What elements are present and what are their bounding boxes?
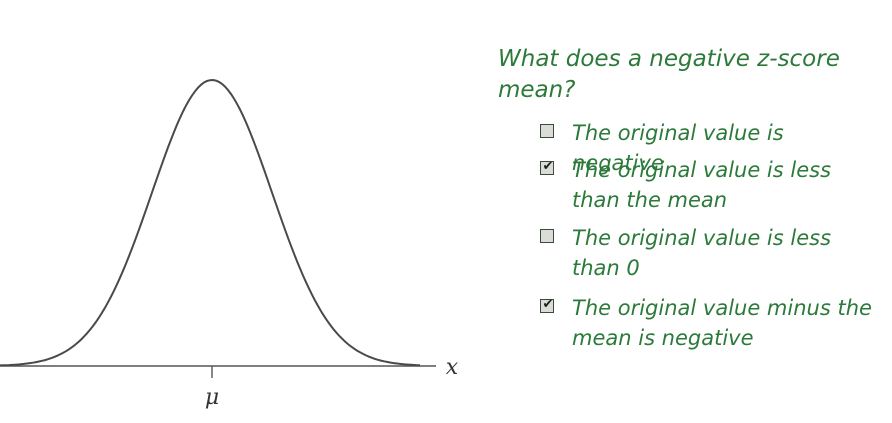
checkbox-unchecked[interactable]: [540, 229, 554, 243]
option-3[interactable]: The original value is less than 0: [540, 223, 872, 283]
option-label: The original value is less than 0: [572, 226, 832, 280]
option-2[interactable]: ✔ The original value is less than the me…: [540, 155, 872, 215]
x-axis-label: x: [446, 355, 459, 380]
checkbox-checked[interactable]: ✔: [540, 297, 554, 313]
option-1[interactable]: The original value is negative: [540, 118, 872, 178]
checkbox-checked[interactable]: ✔: [540, 159, 554, 175]
question-text: What does a negative z-score mean?: [498, 46, 840, 103]
bell-curve: [0, 78, 421, 367]
mean-label: μ: [205, 385, 219, 410]
option-4[interactable]: ✔ The original value minus the mean is n…: [540, 293, 872, 353]
checkmark-icon: ✔: [542, 159, 554, 174]
option-label: The original value minus the mean is neg…: [572, 296, 872, 350]
checkmark-icon: ✔: [542, 297, 554, 312]
checkbox-unchecked[interactable]: [540, 124, 554, 138]
option-label: The original value is negative: [572, 121, 784, 175]
option-label: The original value is less than the mean: [572, 158, 832, 212]
